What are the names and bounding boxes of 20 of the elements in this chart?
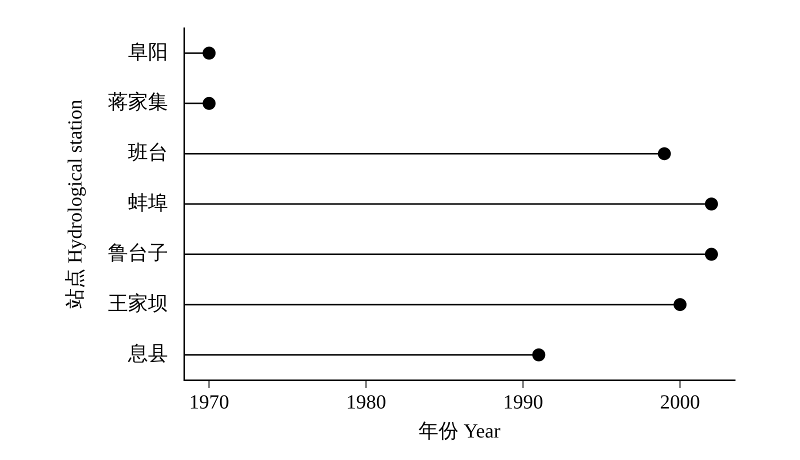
y-tick-label: 蚌埠 xyxy=(128,192,168,214)
point xyxy=(674,298,687,312)
x-tick-label: 2000 xyxy=(660,391,700,414)
x-tick-label: 1980 xyxy=(346,391,386,414)
y-axis-title: 站点 Hydrological station xyxy=(64,100,86,308)
y-tick-label: 班台 xyxy=(128,142,168,164)
x-tick-label: 1990 xyxy=(503,391,544,414)
x-tick-label: 1970 xyxy=(189,391,230,414)
y-tick-label: 鲁台子 xyxy=(108,242,168,265)
point xyxy=(202,96,216,110)
y-tick-label: 王家坝 xyxy=(108,292,168,315)
point xyxy=(658,147,671,160)
point xyxy=(704,248,718,261)
y-tick-label: 阜阳 xyxy=(128,41,168,64)
point xyxy=(704,198,718,210)
y-tick-label: 息县 xyxy=(127,343,168,366)
point xyxy=(202,46,216,60)
point xyxy=(532,348,546,362)
y-tick-label: 蒋家集 xyxy=(108,92,168,114)
x-axis-title: 年份 Year xyxy=(418,420,501,442)
